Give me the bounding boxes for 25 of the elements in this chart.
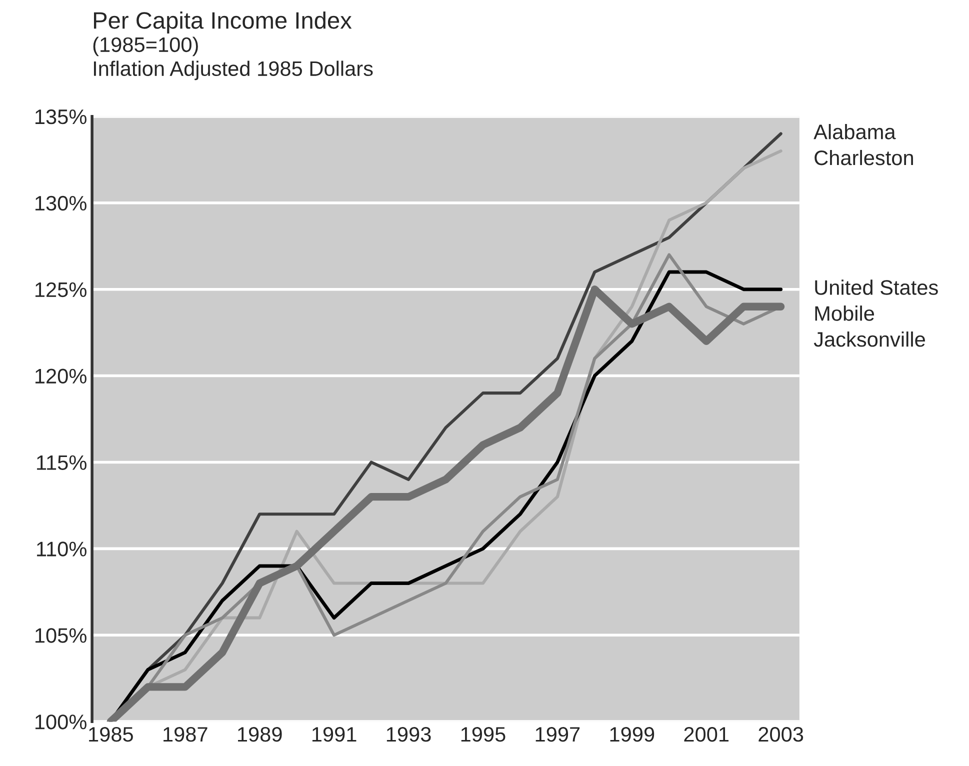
x-tick-label: 1995 xyxy=(461,726,506,742)
y-tick-label: 120% xyxy=(36,368,86,384)
y-tick-label: 105% xyxy=(36,628,86,643)
x-tick-label: 1999 xyxy=(610,726,654,742)
series-label: Mobile xyxy=(815,306,874,321)
series-label: Jacksonville xyxy=(814,331,925,347)
x-tick-label: 1993 xyxy=(386,726,431,742)
y-tick-label: 110% xyxy=(37,542,86,556)
x-tick-label: 1997 xyxy=(536,726,580,742)
y-tick-label: 130% xyxy=(36,196,86,211)
x-tick-label: 1987 xyxy=(164,726,208,742)
x-tick-label: 2001 xyxy=(684,726,729,742)
x-tick-label: 1991 xyxy=(312,726,356,742)
series-label: Charleston xyxy=(814,150,913,166)
x-tick-label: 1985 xyxy=(89,726,133,742)
x-tick-label: 1989 xyxy=(238,726,282,742)
x-tick-label: 2003 xyxy=(758,726,804,742)
y-tick-label: 115% xyxy=(37,455,86,470)
y-tick-label: 125% xyxy=(36,282,86,298)
y-tick-label: 135% xyxy=(36,109,86,124)
chart-subtitle: (1985=100) Inflation Adjusted 1985 Dollars xyxy=(93,36,373,80)
y-tick-label: 100% xyxy=(36,714,86,730)
chart-title: Per Capita Income Index xyxy=(94,11,352,34)
series-label: United States xyxy=(815,280,938,295)
series-label: Alabama xyxy=(814,124,896,140)
